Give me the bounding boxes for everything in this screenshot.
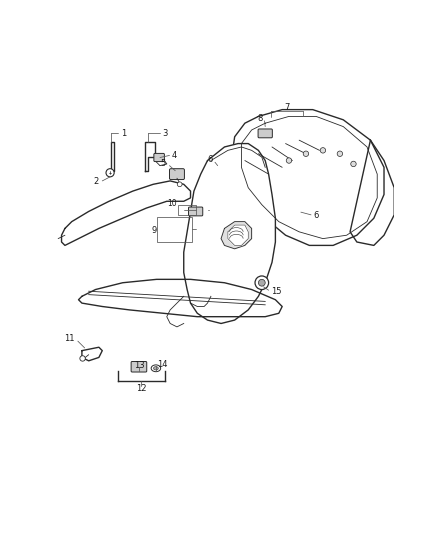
Ellipse shape [151,365,161,372]
FancyBboxPatch shape [154,154,164,161]
Circle shape [177,182,182,187]
Polygon shape [111,142,114,171]
Polygon shape [221,222,251,249]
Ellipse shape [154,367,158,370]
Text: 9: 9 [152,225,157,235]
Text: 7: 7 [284,103,290,112]
Text: 2: 2 [93,177,98,187]
Polygon shape [145,142,155,171]
Text: 11: 11 [64,334,74,343]
Circle shape [80,356,85,361]
Text: 6: 6 [314,211,319,220]
Text: 5: 5 [161,159,166,168]
Text: 6: 6 [207,155,212,164]
Polygon shape [78,279,282,317]
FancyBboxPatch shape [258,129,272,138]
Text: 13: 13 [134,361,144,370]
Circle shape [337,151,343,157]
FancyBboxPatch shape [170,168,184,180]
Circle shape [286,158,292,163]
Polygon shape [82,347,102,361]
FancyBboxPatch shape [131,361,147,372]
Polygon shape [228,225,248,245]
Circle shape [351,161,356,167]
Polygon shape [184,143,276,324]
Circle shape [303,151,309,157]
Text: 15: 15 [271,287,282,296]
Circle shape [320,148,325,153]
Text: 4: 4 [172,151,177,159]
Polygon shape [350,140,394,245]
Text: 12: 12 [136,384,147,393]
Text: 10: 10 [167,199,177,208]
Text: 14: 14 [157,360,168,369]
Circle shape [255,276,268,289]
Polygon shape [231,110,384,245]
Polygon shape [61,181,191,245]
Circle shape [106,168,114,177]
Circle shape [258,279,265,286]
Text: 8: 8 [258,114,263,123]
FancyBboxPatch shape [188,207,203,216]
Text: 3: 3 [162,129,168,138]
Text: 1: 1 [121,129,126,138]
